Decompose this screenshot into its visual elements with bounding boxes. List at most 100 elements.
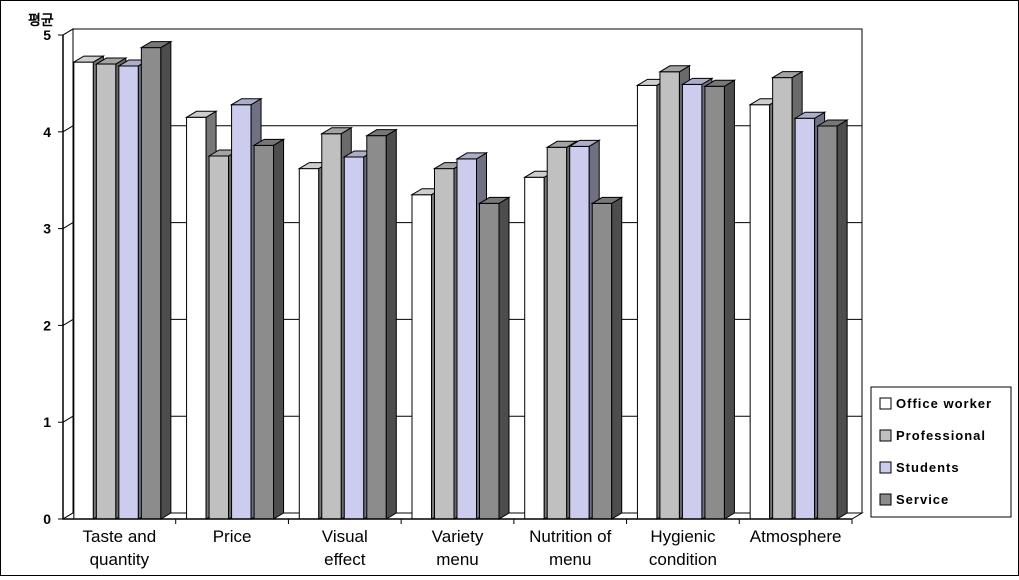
x-tick-label-line: effect: [324, 550, 366, 569]
bar-front: [817, 125, 838, 520]
y-tick-label: 0: [43, 511, 51, 527]
bars-layer: [72, 40, 849, 520]
bar-front: [186, 116, 207, 520]
bar-top: [319, 127, 354, 135]
bar: [815, 119, 849, 520]
legend-swatch: [879, 429, 892, 442]
axis-layer: 0 1 2 3 4 5평균 Taste and quantity Price Visual effe…: [28, 12, 853, 569]
x-tick-label: Variety menu: [432, 527, 484, 569]
y-tick-label: 1: [43, 414, 51, 430]
x-tick-label-line: Variety: [432, 527, 484, 546]
legend-label: Office worker: [896, 396, 992, 411]
legend-swatch: [879, 397, 892, 410]
bar-front: [681, 83, 703, 520]
bar-top: [184, 110, 218, 118]
y-tick-label: 5: [43, 27, 51, 43]
bar: [252, 138, 286, 520]
bar-front: [772, 77, 793, 520]
bar-side: [160, 40, 172, 520]
x-tick-label: Price: [213, 527, 252, 546]
bar-front: [411, 194, 432, 520]
legend-item: Service: [879, 492, 949, 507]
legend-swatch: [879, 493, 892, 506]
bar-top: [72, 55, 106, 63]
legend-item: Office worker: [879, 396, 992, 411]
bar-front: [343, 156, 365, 520]
bar-top: [815, 119, 849, 127]
bar-top: [770, 71, 804, 79]
x-tick-label-line: Nutrition of: [529, 527, 611, 546]
x-tick-label-line: Price: [213, 527, 252, 546]
bar-side: [385, 128, 397, 520]
bar-front: [73, 61, 94, 520]
bar-side: [723, 79, 735, 520]
bar-front: [704, 85, 725, 520]
bar-top: [545, 140, 579, 148]
gridline-diagonal: [62, 125, 74, 133]
legend: Office worker Professional Students Service: [870, 386, 1012, 518]
bar: [703, 79, 737, 520]
x-tick-label: Hygienic condition: [649, 527, 717, 569]
bar-front: [591, 202, 613, 520]
bar-front: [794, 117, 816, 520]
bar-top: [477, 196, 511, 204]
legend-item: Students: [879, 460, 960, 475]
bar-front: [659, 71, 680, 520]
bar: [364, 128, 399, 520]
y-axis-title: 평균: [28, 12, 54, 28]
bar-front: [298, 168, 320, 520]
bar-top: [658, 65, 692, 73]
bar-front: [208, 155, 230, 520]
x-tick-label-line: menu: [549, 550, 592, 569]
legend-swatch: [879, 461, 892, 474]
bar-front: [140, 47, 162, 520]
bar-front: [479, 202, 500, 520]
bar-side: [273, 138, 285, 520]
bar-front: [366, 135, 387, 520]
bar: [590, 196, 624, 520]
bar-front: [231, 104, 252, 520]
bar-top: [590, 196, 624, 204]
plot-side-wall: [62, 28, 74, 520]
gridline-diagonal: [62, 415, 74, 423]
legend-label: Students: [896, 460, 960, 475]
bar-front: [118, 65, 139, 520]
x-tick-label-line: Visual: [322, 527, 368, 546]
bar: [477, 196, 511, 520]
gridline-diagonal: [62, 222, 74, 230]
bar-top: [229, 98, 263, 106]
bar-top: [680, 77, 714, 85]
bar-top: [567, 139, 602, 147]
x-tick-label: Taste and quantity: [82, 527, 156, 569]
y-tick-label: 2: [43, 317, 51, 333]
legend-label: Professional: [896, 428, 986, 443]
legend-item: Professional: [879, 428, 986, 443]
x-tick-label: Nutrition of menu: [529, 527, 611, 569]
bar-top: [252, 138, 286, 146]
y-tick-label: 3: [43, 221, 51, 237]
bar-front: [546, 146, 568, 520]
bar-top: [793, 111, 827, 119]
bar-top: [703, 79, 737, 87]
bar-front: [636, 84, 658, 520]
x-tick-label-line: menu: [436, 550, 479, 569]
gridline-diagonal: [62, 318, 74, 326]
x-tick-label-line: condition: [649, 550, 717, 569]
y-tick-label: 4: [43, 124, 51, 140]
bar-side: [611, 196, 623, 520]
x-tick-label-line: quantity: [90, 550, 150, 569]
bar-front: [569, 145, 590, 520]
bar-front: [456, 158, 477, 520]
bar-side: [498, 196, 510, 520]
bar-front: [253, 144, 275, 520]
bar-top: [94, 57, 128, 65]
x-tick-label-line: Taste and: [82, 527, 156, 546]
legend-label: Service: [896, 492, 949, 507]
gridline-diagonal: [62, 28, 74, 36]
x-tick-label-line: Hygienic: [650, 527, 716, 546]
x-tick-label: Visual effect: [322, 527, 368, 569]
bar-front: [524, 176, 545, 520]
bar-top: [455, 152, 489, 160]
